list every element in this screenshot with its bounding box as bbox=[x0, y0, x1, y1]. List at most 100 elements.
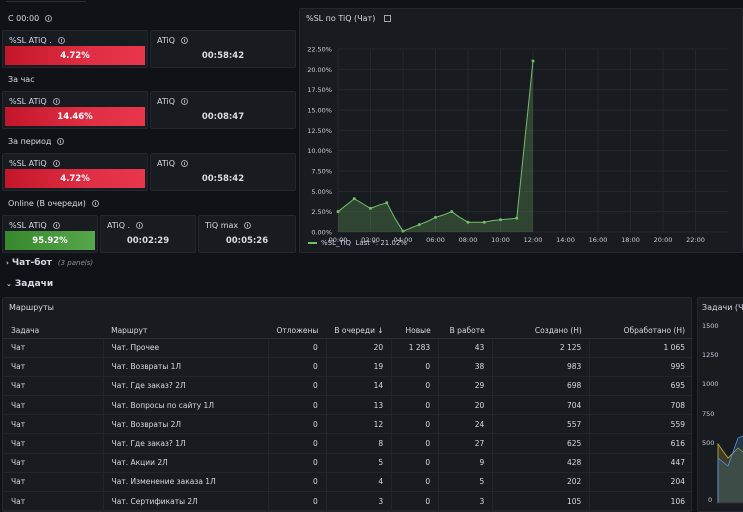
row-tasks[interactable]: ⌄ Задачи bbox=[6, 279, 53, 289]
data-point bbox=[434, 215, 437, 219]
y-tick-label: 17.50% bbox=[307, 86, 332, 94]
table-row[interactable]: Чат Чат. Прочее 0 20 1 283 43 2 125 1 065 bbox=[3, 338, 693, 358]
stat-value: 4.72% bbox=[5, 46, 145, 65]
x-tick-label: 08:00 bbox=[459, 236, 478, 244]
info-icon[interactable] bbox=[52, 98, 60, 105]
stat-panel-atiq-hour[interactable]: ATiQ 00:08:47 bbox=[150, 91, 296, 129]
y-tick-label: 7.50% bbox=[311, 168, 332, 176]
y-tick-label: 0.00% bbox=[311, 229, 332, 237]
table-cell: Чат bbox=[3, 357, 104, 377]
table-row[interactable]: Чат Чат. Изменение заказа 1Л 0 4 0 5 202 204 bbox=[3, 472, 693, 493]
info-icon[interactable] bbox=[181, 160, 189, 167]
stat-panel-sl-period[interactable]: %SL ATiQ 4.72% bbox=[2, 153, 148, 191]
table-cell: 1 065 bbox=[589, 338, 693, 358]
table-cell: 0 bbox=[268, 453, 327, 473]
table-cell: 3 bbox=[326, 491, 393, 512]
table-cell: Чат bbox=[3, 433, 104, 454]
table-cell: 27 bbox=[438, 433, 494, 454]
table-cell: Чат. Где заказ? 2Л bbox=[103, 376, 269, 397]
stat-panel-atiq-period[interactable]: ATiQ 00:58:42 bbox=[150, 153, 296, 191]
stat-title: ATiQ bbox=[157, 159, 176, 168]
col-header-in-queue[interactable]: В очереди ↓ bbox=[326, 323, 392, 339]
legend-swatch bbox=[308, 242, 317, 244]
chart-legend[interactable]: %SL_TiQ Last *: 21.02% bbox=[308, 239, 407, 247]
table-cell: Чат bbox=[3, 395, 104, 416]
stat-panel-atiq-midnight[interactable]: ATiQ 00:58:42 bbox=[150, 30, 296, 68]
y-tick-label: 500 bbox=[702, 439, 715, 447]
stat-value: 00:58:42 bbox=[201, 173, 245, 184]
stat-panel-atiq-online[interactable]: ATiQ . 00:02:29 bbox=[100, 215, 196, 253]
info-icon[interactable] bbox=[91, 200, 99, 207]
table-row[interactable]: Чат Чат. Где заказ? 1Л 0 8 0 27 625 616 bbox=[3, 433, 693, 454]
info-icon[interactable] bbox=[52, 160, 60, 167]
col-header-task[interactable]: Задача bbox=[3, 323, 104, 339]
x-tick-label: 04:00 bbox=[394, 236, 413, 244]
table-cell: 13 bbox=[326, 395, 393, 416]
table-cell: 9 bbox=[438, 453, 494, 473]
tasks-chart-panel[interactable]: Задачи (Ча 1500 1250 1000 750 500 0 bbox=[697, 297, 743, 512]
table-cell: Чат bbox=[3, 491, 104, 512]
table-cell: 0 bbox=[391, 395, 440, 416]
info-icon[interactable] bbox=[136, 222, 144, 229]
stat-title: %SL ATiQ bbox=[9, 221, 47, 230]
data-point bbox=[466, 220, 470, 224]
y-tick-label: 12.50% bbox=[307, 127, 332, 135]
sl-tiq-chart-panel[interactable]: %SL по TiQ (Чат) 0.00% 2.50% 5.00% 7.50% 10.… bbox=[299, 8, 743, 253]
table-row[interactable]: Чат Чат. Возвраты 2Л 0 12 0 24 557 559 bbox=[3, 414, 693, 435]
stat-panel-sl-midnight[interactable]: %SL ATiQ . 4.72% bbox=[2, 30, 148, 68]
data-point bbox=[352, 197, 356, 201]
info-icon[interactable] bbox=[57, 37, 65, 44]
x-tick-label: 06:00 bbox=[426, 236, 445, 244]
col-header-processed[interactable]: Обработано (Н) bbox=[589, 323, 693, 339]
table-cell: Чат bbox=[3, 453, 104, 473]
table-row[interactable]: Чат Чат. Вопросы по сайту 1Л 0 13 0 20 704 708 bbox=[3, 395, 693, 416]
stat-value: 00:08:47 bbox=[201, 111, 245, 122]
table-row[interactable]: Чат Чат. Акции 2Л 0 5 0 9 428 447 bbox=[3, 453, 693, 473]
table-cell: 0 bbox=[268, 338, 327, 358]
section-period: За период bbox=[8, 137, 65, 146]
table-cell: Чат. Изменение заказа 1Л bbox=[103, 472, 269, 493]
table-cell: 0 bbox=[268, 357, 327, 377]
data-point bbox=[482, 220, 486, 224]
info-icon[interactable] bbox=[181, 98, 189, 105]
stat-panel-sl-online[interactable]: %SL ATiQ 95.92% bbox=[2, 215, 98, 253]
table-row[interactable]: Чат Чат. Где заказ? 2Л 0 14 0 29 698 695 bbox=[3, 376, 693, 397]
y-tick-label: 750 bbox=[702, 410, 715, 418]
x-tick-label: 16:00 bbox=[589, 236, 608, 244]
info-icon[interactable] bbox=[244, 222, 252, 229]
info-icon[interactable] bbox=[181, 37, 189, 44]
table-cell: Чат. Возвраты 2Л bbox=[103, 414, 269, 435]
y-tick-label: 22.50% bbox=[307, 46, 332, 54]
table-row[interactable]: Чат Чат. Возвраты 1Л 0 19 0 38 983 995 bbox=[3, 357, 693, 377]
stat-panel-sl-hour[interactable]: %SL ATiQ 14.46% bbox=[2, 91, 148, 129]
row-chatbot[interactable]: › Чат-бот (3 panels) bbox=[6, 258, 93, 268]
table-row[interactable]: Чат Чат. Сертификаты 2Л 0 3 0 3 105 106 bbox=[3, 491, 693, 512]
table-cell: 5 bbox=[326, 453, 393, 473]
info-icon[interactable] bbox=[52, 222, 60, 229]
stat-title: ATiQ bbox=[157, 97, 176, 106]
col-header-created[interactable]: Создано (Н) bbox=[492, 323, 590, 339]
table-cell: Чат bbox=[3, 472, 104, 493]
col-header-route[interactable]: Маршрут bbox=[103, 323, 269, 339]
info-icon[interactable] bbox=[57, 138, 65, 145]
col-header-in-progress[interactable]: В работе bbox=[438, 323, 493, 339]
info-icon[interactable] bbox=[45, 15, 53, 22]
stat-value: 4.72% bbox=[5, 169, 145, 188]
col-header-postponed[interactable]: Отложены bbox=[268, 323, 327, 339]
expand-icon[interactable] bbox=[383, 15, 391, 22]
table-header-row: Задача Маршрут Отложены В очереди ↓ Новы… bbox=[3, 323, 693, 339]
table-cell: 0 bbox=[391, 357, 440, 377]
table-cell: 995 bbox=[589, 357, 693, 377]
col-header-new[interactable]: Новые bbox=[391, 323, 439, 339]
table-cell: 105 bbox=[492, 491, 591, 512]
chevron-right-icon: › bbox=[6, 259, 9, 267]
sort-desc-icon: ↓ bbox=[377, 325, 384, 335]
y-tick-label: 1250 bbox=[702, 351, 719, 359]
stat-value: 14.46% bbox=[5, 107, 145, 126]
y-tick-label: 10.00% bbox=[307, 147, 332, 155]
table-cell: Чат bbox=[3, 338, 104, 358]
table-cell: 0 bbox=[268, 472, 327, 493]
routes-table-panel[interactable]: Маршруты Задача Маршрут Отложены В очере… bbox=[2, 297, 693, 512]
stat-panel-tiqmax-online[interactable]: TiQ max 00:05:26 bbox=[198, 215, 296, 253]
row-panel-count: (3 panels) bbox=[57, 259, 94, 267]
